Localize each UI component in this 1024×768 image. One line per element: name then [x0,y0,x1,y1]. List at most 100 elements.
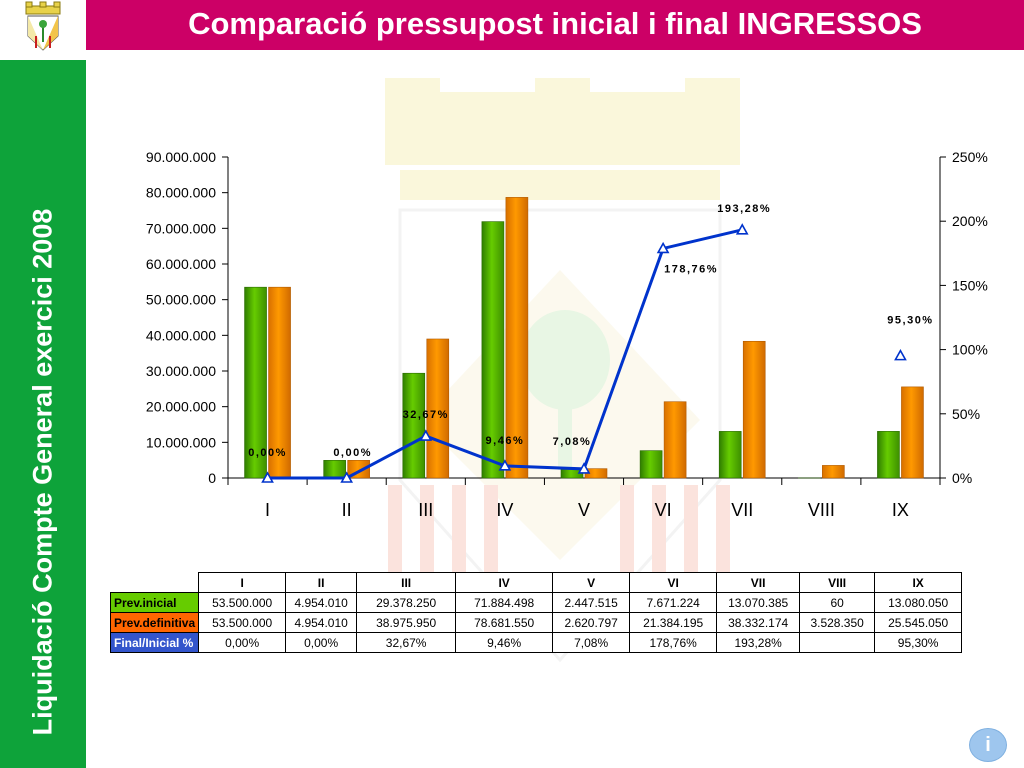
y2-tick-label: 200% [952,213,988,229]
y-tick-label: 90.000.000 [146,149,216,165]
bar-initial [877,431,900,479]
town-crest-logo [0,0,86,52]
bar-initial [718,431,742,479]
budget-table: I II III IV V VI VII VIII IX Prev.inicia… [109,572,963,653]
table-cell: 7,08% [552,632,631,653]
x-tick-label: V [578,500,590,520]
x-tick-label: IV [496,500,513,520]
ratio-marker [577,462,591,474]
table-cell: 7.671.224 [629,592,718,613]
table-cell: 78.681.550 [455,612,554,633]
table-header-cell: III [356,572,457,593]
table-cell: 32,67% [356,632,457,653]
info-button[interactable]: i [969,728,1007,762]
data-label: 178,76% [664,263,718,275]
table-cell: 13.070.385 [716,592,801,613]
bar-final [822,465,845,479]
bar-initial [639,450,663,479]
sidebar-banner: Liquidació Compte General exercici 2008 [0,60,86,768]
table-header-cell: VI [629,572,718,593]
table-cell: 0,00% [285,632,358,653]
table-cell: 3.528.350 [799,612,876,633]
bar-final [663,401,687,479]
data-label: 7,08% [553,436,592,448]
x-tick-label: VI [655,500,672,520]
data-label: 95,30% [887,315,933,327]
table-cell: 4.954.010 [285,612,358,633]
y-tick-label: 30.000.000 [146,363,216,379]
x-tick-label: III [418,500,433,520]
x-tick-label: II [342,500,352,520]
x-tick-label: VII [731,500,753,520]
table-cell: 4.954.010 [285,592,358,613]
y-tick-label: 80.000.000 [146,185,216,201]
table-header-cell: VIII [799,572,876,593]
bar-initial [323,460,346,479]
table-cell: 178,76% [629,632,718,653]
data-label: 9,46% [486,435,525,447]
data-label: 193,28% [717,203,771,215]
y2-tick-label: 150% [952,277,988,293]
table-header-cell: IV [455,572,554,593]
table-cell: 193,28% [716,632,801,653]
table-corner [111,573,199,593]
ratio-marker [894,348,907,361]
table-cell: 95,30% [874,632,963,653]
data-label: 0,00% [333,447,372,459]
table-cell: 29.378.250 [356,592,457,613]
table-header-cell: IX [874,572,963,593]
bar-final [901,386,924,479]
ratio-marker [656,241,670,254]
ratio-marker [261,471,274,483]
table-cell: 2.620.797 [552,612,631,633]
ratio-marker [340,471,354,483]
table-row: Final/Inicial % 0,00% 0,00% 32,67% 9,46%… [109,632,963,653]
title-bar: Comparació pressupost inicial i final IN… [86,0,1024,50]
table-cell: 21.384.195 [629,612,718,633]
bar-initial [402,372,426,479]
table-cell: 38.332.174 [716,612,801,633]
row-label: Prev.inicial [109,592,200,613]
table-cell: 0,00% [198,632,287,653]
table-cell: 53.500.000 [198,592,287,613]
bar-final [742,340,766,479]
table-header-row: I II III IV V VI VII VIII IX [111,572,963,593]
x-tick-label: I [265,500,270,520]
table-cell: 13.080.050 [874,592,963,613]
ratio-marker [735,223,749,235]
table-header-cell: I [198,572,287,593]
row-label: Final/Inicial % [109,632,200,653]
y2-tick-label: 250% [952,149,988,165]
y-tick-label: 50.000.000 [146,292,216,308]
y-tick-label: 10.000.000 [146,434,216,450]
page-title: Comparació pressupost inicial i final IN… [188,6,922,41]
table-row: Prev.definitiva 53.500.000 4.954.010 38.… [109,612,963,633]
y-tick-label: 40.000.000 [146,327,216,343]
y-tick-label: 0 [208,470,216,486]
y-tick-label: 20.000.000 [146,399,216,415]
y-tick-label: 60.000.000 [146,256,216,272]
table-cell [799,632,876,653]
table-header-cell: VII [716,572,801,593]
table-cell: 71.884.498 [455,592,554,613]
table-row: Prev.inicial 53.500.000 4.954.010 29.378… [109,592,963,613]
table-cell: 38.975.950 [356,612,457,633]
row-label: Prev.definitiva [109,612,200,633]
data-label: 0,00% [248,447,287,459]
table-header-cell: V [552,572,631,593]
table-header-cell: II [285,572,358,593]
table-cell: 2.447.515 [552,592,631,613]
bar-final [505,197,529,479]
x-tick-label: IX [892,500,909,520]
y2-tick-label: 50% [952,406,980,422]
y-tick-label: 70.000.000 [146,220,216,236]
bar-initial [244,286,267,479]
table-cell: 53.500.000 [198,612,287,633]
table-cell: 9,46% [455,632,554,653]
y2-tick-label: 100% [952,342,988,358]
data-label: 32,67% [403,409,449,421]
table-cell: 25.545.050 [874,612,963,633]
x-tick-label: VIII [808,500,835,520]
